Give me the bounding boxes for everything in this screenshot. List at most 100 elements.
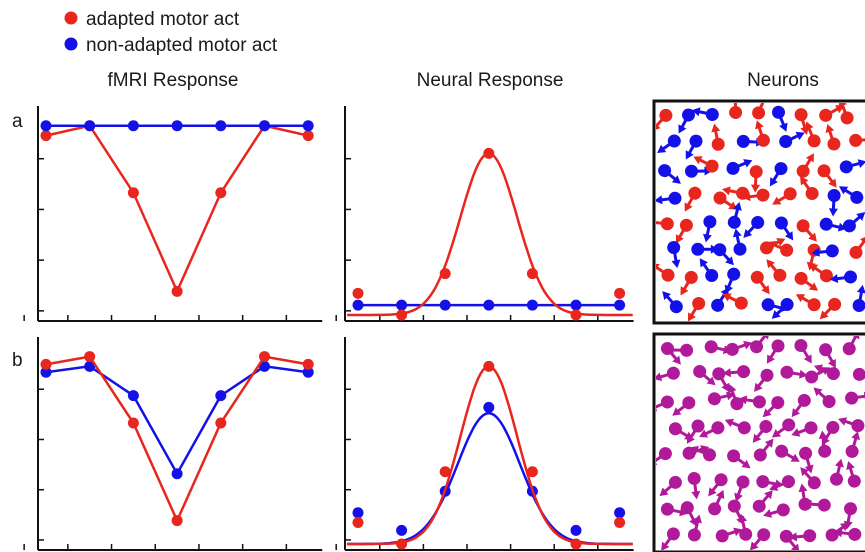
neuron [726, 159, 753, 175]
neuron [693, 365, 716, 386]
data-point-adapted [171, 515, 183, 527]
data-point-adapted [215, 417, 227, 429]
series-line-adapted [45, 355, 309, 524]
neuron [750, 336, 770, 354]
neuron [752, 490, 773, 513]
data-point-non-adapted [259, 360, 270, 372]
neuron [846, 461, 861, 488]
series-line-non-adapted [45, 364, 309, 477]
neuron [842, 212, 865, 233]
neuron [742, 188, 770, 202]
neurons-panel-a [652, 99, 865, 325]
neuron [686, 419, 705, 444]
neuron [794, 108, 810, 135]
legend-marker-nonadapted [64, 37, 78, 51]
neuron [779, 529, 800, 550]
data-point-non-adapted [259, 120, 270, 132]
neuron [849, 235, 865, 259]
neuron [656, 447, 672, 466]
title-neurons: Neurons [747, 70, 819, 91]
row-label-b: b [12, 350, 23, 371]
neuron [657, 134, 681, 154]
neuron [724, 418, 751, 435]
data-point-adapted [439, 466, 451, 478]
data-point-non-adapted [352, 299, 364, 311]
title-fmri-response: fMRI Response [108, 70, 239, 91]
neuron [780, 365, 808, 379]
neuron [732, 228, 747, 256]
data-point-non-adapted [40, 120, 52, 132]
data-point-adapted [302, 130, 314, 142]
neuron [795, 294, 821, 312]
data-point-non-adapted [396, 524, 408, 536]
neuron [788, 529, 817, 543]
neuron [680, 270, 698, 296]
data-point-adapted [259, 351, 270, 363]
neuron [687, 297, 706, 321]
neuron [658, 164, 681, 184]
neuron [722, 365, 751, 379]
data-point-non-adapted [570, 524, 582, 536]
data-point-adapted [526, 268, 538, 280]
neuron [791, 421, 818, 437]
neuron [829, 270, 857, 284]
data-point-non-adapted [171, 468, 183, 480]
neuron [825, 124, 841, 151]
data-point-non-adapted [570, 299, 582, 311]
data-point-adapted [614, 287, 626, 299]
neuron [796, 219, 817, 242]
chart-panel-b-neural-response [335, 337, 634, 551]
data-point-non-adapted [40, 366, 52, 378]
neurons-panel-b [652, 332, 865, 552]
neuron [771, 418, 796, 438]
data-point-non-adapted [302, 366, 314, 378]
neuron [838, 186, 864, 204]
neuron [687, 514, 702, 542]
neuron [813, 364, 840, 381]
neuron [754, 368, 774, 392]
neuron [763, 503, 790, 518]
series-line-adapted [45, 124, 309, 295]
neuron [766, 339, 785, 364]
neuron [708, 473, 728, 497]
neuron [729, 103, 743, 119]
chart-panel-a-fmri-response [23, 106, 323, 322]
legend-label-nonadapted: non-adapted motor act [86, 35, 278, 56]
data-point-non-adapted [439, 299, 451, 311]
neuron [813, 387, 836, 408]
neuron [796, 153, 814, 178]
data-point-adapted [215, 187, 227, 199]
neuron [774, 216, 794, 241]
data-point-non-adapted [352, 507, 364, 519]
neuron [693, 156, 719, 173]
neuron [779, 131, 805, 148]
neuron [656, 366, 680, 382]
neuron [819, 297, 842, 320]
row-label-a: a [12, 111, 23, 132]
neuron [738, 395, 766, 409]
neuron [755, 120, 770, 147]
neuron [656, 191, 682, 205]
neuron [769, 162, 788, 187]
neuron [685, 134, 703, 160]
neuron [817, 164, 837, 188]
neuron [791, 393, 811, 418]
neuron [843, 502, 857, 530]
data-point-non-adapted [483, 401, 495, 413]
neuron [775, 444, 800, 462]
neuron [712, 367, 730, 392]
data-point-non-adapted [127, 390, 139, 402]
neuron [699, 258, 719, 282]
chart-panel-a-neural-response [335, 106, 634, 322]
neuron [722, 293, 748, 310]
neuron [819, 105, 845, 122]
neuron [852, 367, 865, 383]
neuron [772, 187, 797, 205]
neuron [827, 189, 841, 217]
data-point-adapted [40, 130, 52, 142]
data-point-non-adapted [614, 299, 626, 311]
data-point-adapted [302, 358, 314, 370]
data-point-non-adapted [84, 120, 96, 132]
data-point-non-adapted [84, 360, 96, 372]
data-point-adapted [570, 538, 582, 550]
